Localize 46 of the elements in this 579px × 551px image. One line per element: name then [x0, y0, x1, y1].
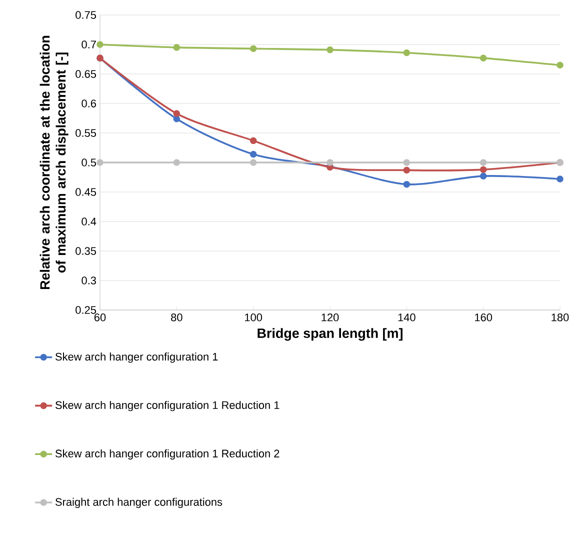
x-axis-title: Bridge span length [m] [258, 328, 402, 341]
point [250, 150, 257, 158]
y-tick-label: 0.45 [76, 188, 96, 196]
x-tick-label: 60 [94, 314, 106, 322]
y-tick-label: 0.3 [82, 276, 96, 284]
point [556, 62, 564, 69]
y-tick-label: 0.25 [76, 306, 96, 314]
point [403, 180, 410, 188]
point [403, 166, 410, 174]
x-tick-label: 180 [552, 314, 569, 322]
x-tick-label: 160 [475, 314, 492, 322]
x-tick-label: 140 [398, 314, 416, 322]
point [173, 44, 180, 51]
legend-label: Skew arch hanger configuration 1 Reduction 1 [55, 400, 280, 412]
point [96, 41, 104, 48]
point [173, 115, 180, 122]
y-tick-label: 0.65 [76, 70, 96, 78]
y-tick-label: 0.5 [82, 158, 96, 166]
point [480, 54, 487, 62]
legend-label: Skew arch hanger configuration 1 Reduction 2 [55, 449, 280, 460]
point [173, 110, 180, 117]
point [96, 159, 104, 166]
point [173, 159, 180, 166]
point [250, 137, 257, 144]
point [403, 159, 410, 166]
point [250, 159, 257, 166]
y-axis-title: Relative arch coordinate at the location of maximum arch displacement [-] [40, 36, 68, 290]
x-tick-label: 100 [245, 314, 262, 322]
y-tick-label: 0.6 [82, 100, 96, 108]
point [250, 45, 257, 52]
point [326, 46, 334, 54]
y-tick-label: 0.75 [76, 11, 96, 19]
point [480, 166, 487, 173]
y-tick-label: 0.35 [76, 247, 96, 255]
y-tick-label: 0.7 [82, 40, 96, 48]
point [480, 159, 487, 166]
y-tick-label: 0.55 [76, 129, 96, 137]
x-tick-label: 80 [171, 314, 182, 322]
point [480, 172, 487, 180]
point [403, 49, 410, 56]
y-tick-label: 0.4 [82, 218, 96, 226]
point [556, 176, 564, 182]
point [326, 159, 334, 166]
legend-label: Sraight arch hanger configurations [55, 498, 222, 508]
x-tick-label: 120 [322, 314, 339, 322]
legend-label: Skew arch hanger configuration 1 [55, 352, 218, 363]
